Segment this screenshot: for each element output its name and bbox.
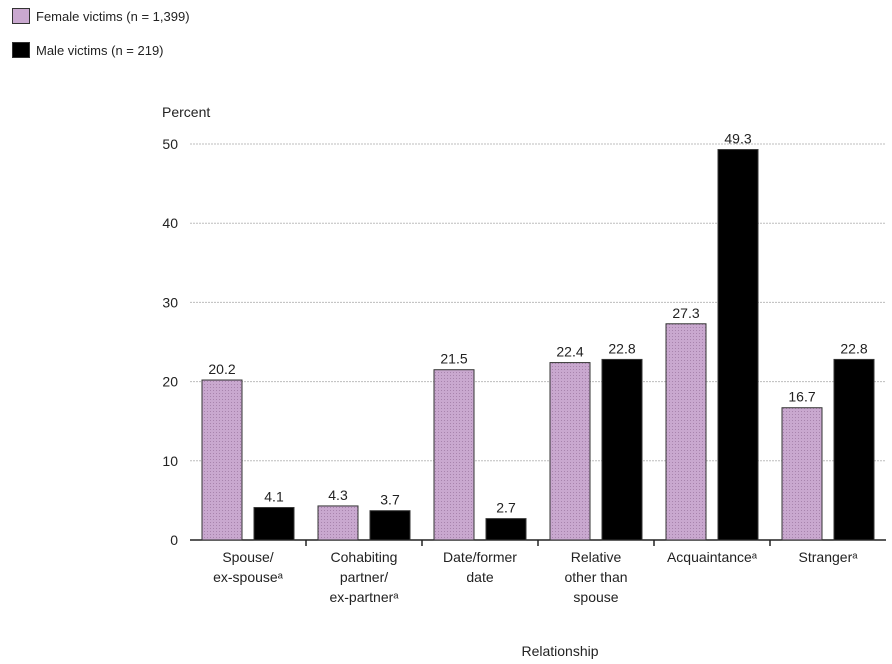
bar-male (485, 518, 527, 541)
data-label: 49.3 (724, 131, 751, 147)
x-tick-label: Spouse/ex-spouseᵃ (213, 549, 284, 585)
bar-female (317, 505, 359, 541)
data-label: 21.5 (440, 351, 467, 367)
x-axis-label: Relationship (521, 643, 598, 659)
legend-label-female: Female victims (n = 1,399) (36, 8, 190, 24)
y-tick-label: 50 (162, 136, 178, 152)
bar-male (369, 510, 411, 541)
y-tick-label: 0 (170, 532, 178, 548)
data-label: 2.7 (496, 500, 516, 516)
y-tick-label: 20 (162, 374, 178, 390)
bar-female (665, 323, 707, 541)
bar-male (717, 149, 759, 541)
data-label: 4.1 (264, 489, 284, 505)
x-tick-label: Date/former date (443, 549, 517, 585)
legend-label-male: Male victims (n = 219) (36, 42, 164, 58)
data-label: 16.7 (788, 389, 815, 405)
bar-male (601, 358, 643, 541)
y-tick-label: 10 (162, 453, 178, 469)
x-tick-label: Strangerᵃ (799, 549, 859, 565)
bar-male (253, 507, 295, 541)
data-label: 3.7 (380, 492, 400, 508)
bar-female (201, 379, 243, 541)
y-tick-label: 40 (162, 215, 178, 231)
bar-female (433, 369, 475, 541)
bar-female (549, 362, 591, 541)
x-tick-label: Acquaintanceᵃ (667, 549, 758, 565)
data-label: 27.3 (672, 305, 699, 321)
y-axis-label: Percent (162, 104, 210, 120)
legend-item-female: Female victims (n = 1,399) (12, 8, 190, 24)
x-tick-label: Cohabiting partner/ex-partnerᵃ (329, 549, 399, 605)
data-label: 22.4 (556, 344, 583, 360)
y-tick-label: 30 (162, 294, 178, 310)
bar-male (833, 358, 875, 541)
legend-swatch-male (12, 42, 30, 58)
legend-item-male: Male victims (n = 219) (12, 42, 164, 58)
bar-female (781, 407, 823, 541)
data-label: 22.8 (608, 340, 635, 356)
legend-swatch-female (12, 8, 30, 24)
data-label: 22.8 (840, 340, 867, 356)
data-label: 4.3 (328, 487, 348, 503)
x-tick-label: Relative other than spouse (564, 549, 627, 605)
data-label: 20.2 (208, 361, 235, 377)
